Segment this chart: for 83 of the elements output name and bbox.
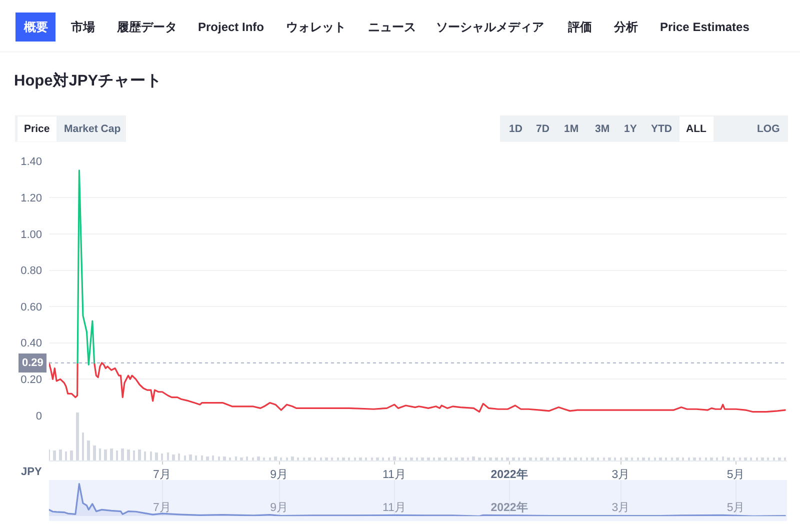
bar [70, 450, 73, 460]
bar [116, 450, 118, 460]
bar [65, 452, 67, 460]
text: 1Y [624, 123, 637, 135]
x-tick-label: 2022年 [490, 500, 528, 514]
y-tick-label: 0.40 [20, 338, 42, 350]
bar [104, 450, 107, 460]
bar [195, 456, 197, 460]
x-tick-label: 7月 [153, 500, 172, 514]
chart-title: Hope対JPYチャート [14, 70, 162, 90]
line-series [76, 170, 96, 366]
bar [178, 454, 180, 460]
x-tick-label: 7月 [153, 468, 172, 482]
bar [235, 456, 237, 460]
x-tick-label: 9月 [270, 500, 288, 514]
ref-line-label: 0.29 [22, 357, 44, 369]
x-tick-label: 9月 [270, 468, 288, 482]
text: ウォレット [286, 20, 346, 34]
text: 1D [509, 123, 523, 135]
bar [201, 456, 203, 460]
bar [127, 450, 130, 460]
x-tick-label: 3月 [612, 468, 630, 482]
bar [246, 456, 248, 460]
bar [218, 456, 220, 460]
bar [206, 456, 209, 460]
bar [144, 452, 146, 460]
y-tick-label: 1.20 [20, 192, 42, 205]
y-tick-label: 0 [36, 410, 42, 422]
bar [393, 456, 396, 460]
bar [99, 448, 101, 460]
bar [82, 432, 84, 460]
text: YTD [651, 123, 672, 135]
x-tick-label: 2022年 [490, 467, 528, 482]
bar [189, 454, 192, 460]
text: 分析 [613, 20, 638, 34]
x-tick-label: 11月 [382, 468, 406, 482]
bar [472, 456, 475, 460]
bar [223, 456, 226, 460]
x-tick-label: 5月 [726, 468, 746, 482]
y-tick-label: 0.80 [20, 265, 42, 278]
x-tick-label: 5月 [726, 500, 746, 514]
bar [87, 440, 90, 460]
x-tick-label: 3月 [612, 500, 630, 514]
y-tick-label: 0.60 [20, 301, 42, 314]
text: JPY [21, 466, 42, 478]
text: 市場 [70, 20, 95, 34]
bar [212, 456, 214, 460]
bar [133, 450, 135, 460]
text: 7D [536, 123, 550, 135]
bar [121, 448, 124, 460]
text: Price [24, 123, 50, 135]
bar [722, 456, 724, 460]
bar [257, 456, 260, 460]
text: 評価 [567, 20, 592, 34]
y-tick-label: 1.40 [20, 156, 42, 168]
bar [150, 452, 152, 460]
text: Price Estimates [660, 20, 750, 34]
text: Project Info [198, 20, 264, 34]
bar [155, 452, 158, 460]
bar [184, 456, 186, 460]
text: 履歴データ [116, 20, 177, 34]
y-tick-label: 1.00 [20, 228, 42, 241]
bar [274, 456, 277, 460]
bar [93, 446, 96, 460]
x-tick-label: 11月 [382, 500, 406, 514]
bar [76, 412, 79, 460]
bar [110, 448, 113, 460]
text: 概要 [23, 20, 48, 34]
bar [161, 454, 163, 460]
bar [59, 450, 62, 460]
text: 3M [595, 123, 610, 135]
text: ニュース [368, 20, 416, 34]
bar [138, 450, 141, 460]
text: LOG [757, 123, 780, 135]
bar [291, 456, 294, 460]
text: Market Cap [64, 123, 121, 135]
text: ソーシャルメディア [436, 20, 544, 34]
bar [167, 452, 169, 460]
bar [172, 454, 175, 460]
text: ALL [686, 123, 707, 135]
bar [53, 450, 56, 460]
y-tick-label: 0.20 [20, 374, 42, 386]
text: 1M [564, 123, 579, 135]
